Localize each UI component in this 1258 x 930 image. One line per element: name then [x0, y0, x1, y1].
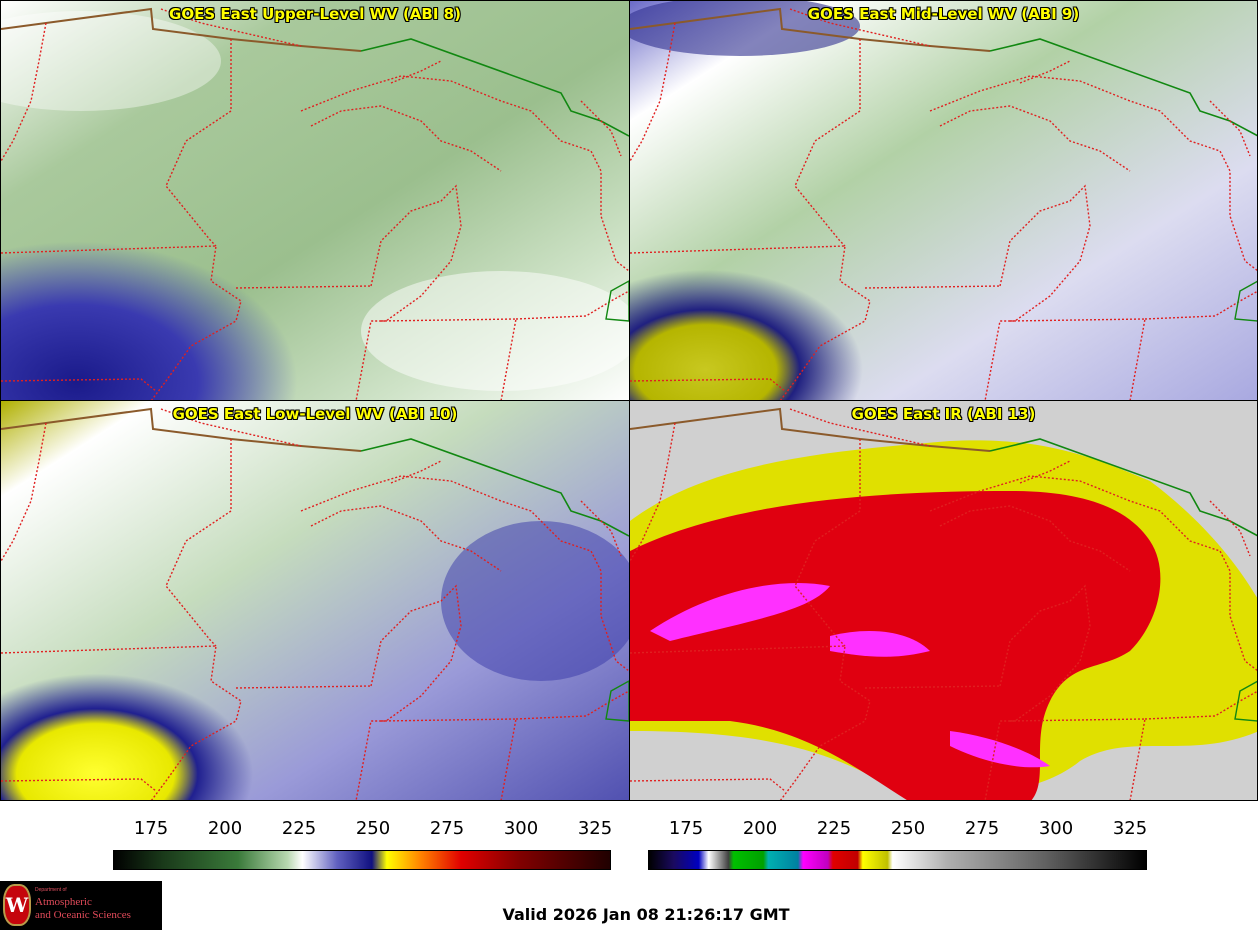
tick-label: 275 [429, 818, 465, 839]
panel-ir: GOES East IR (ABI 13) [629, 400, 1258, 801]
tick-label: 325 [1112, 818, 1148, 839]
tick-label: 275 [964, 818, 1000, 839]
colorbar-wv: 175 200 225 250 275 300 325 [113, 818, 613, 874]
panel-mid-level-wv: GOES East Mid-Level WV (ABI 9) [629, 0, 1258, 401]
panel-title: GOES East Mid-Level WV (ABI 9) [807, 5, 1080, 23]
tick-label: 200 [207, 818, 243, 839]
tick-label: 225 [281, 818, 317, 839]
panel-title: GOES East IR (ABI 13) [851, 405, 1036, 423]
panel-title: GOES East Low-Level WV (ABI 10) [172, 405, 458, 423]
tick-label: 175 [133, 818, 169, 839]
tick-label: 300 [1038, 818, 1074, 839]
mid-level-wv-image [630, 1, 1257, 400]
tick-label: 175 [668, 818, 704, 839]
ir-image [630, 401, 1257, 800]
panel-upper-level-wv: GOES East Upper-Level WV (ABI 8) [0, 0, 630, 401]
tick-label: 250 [355, 818, 391, 839]
seal-letter: W [5, 893, 29, 917]
tick-label: 200 [742, 818, 778, 839]
colorbar-ir: 175 200 225 250 275 300 325 [648, 818, 1147, 874]
low-level-wv-image [1, 401, 629, 800]
logo-dept-text: Department of [35, 887, 67, 893]
aos-logo: W Department of Atmospheric and Oceanic … [0, 881, 162, 930]
logo-line-1: Atmospheric [35, 896, 92, 908]
colorbar-wv-gradient [113, 850, 611, 870]
uw-seal-icon: W [3, 884, 31, 926]
tick-label: 300 [503, 818, 539, 839]
tick-label: 250 [890, 818, 926, 839]
valid-time: Valid 2026 Jan 08 21:26:17 GMT [502, 905, 790, 924]
upper-level-wv-image [1, 1, 629, 400]
tick-label: 325 [577, 818, 613, 839]
colorbar-ir-gradient [648, 850, 1147, 870]
panel-title: GOES East Upper-Level WV (ABI 8) [169, 5, 461, 23]
logo-line-2: and Oceanic Sciences [35, 909, 131, 921]
tick-label: 225 [816, 818, 852, 839]
panel-low-level-wv: GOES East Low-Level WV (ABI 10) [0, 400, 630, 801]
